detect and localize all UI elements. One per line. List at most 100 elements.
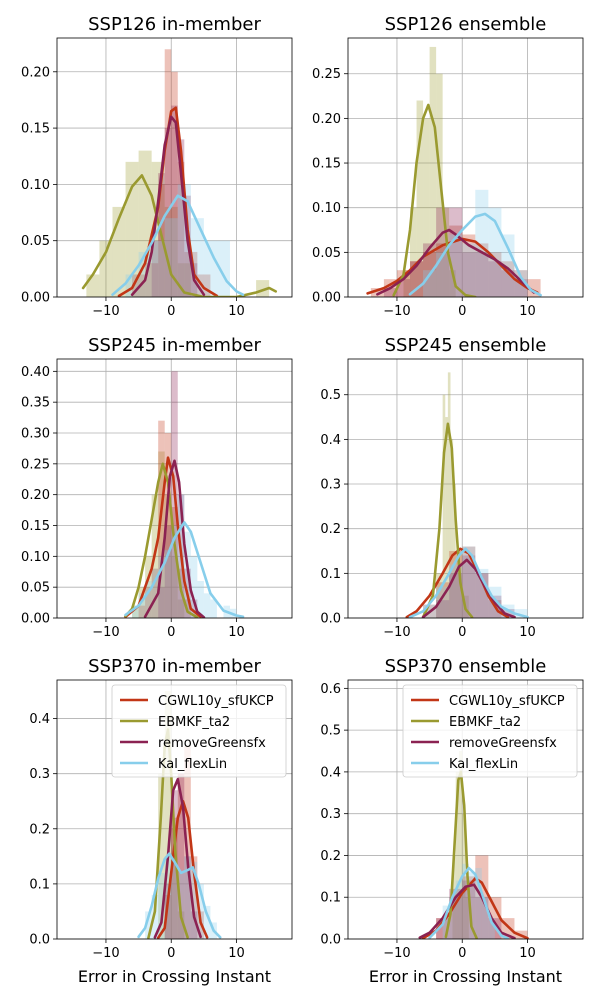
- histogram-ebmkf-ta2: [158, 691, 185, 939]
- bar: [190, 556, 198, 618]
- kde-line-kal-flexlin: [428, 866, 510, 939]
- legend-label: CGWL10y_sfUKCP: [449, 694, 565, 709]
- x-tick-label: 10: [228, 625, 245, 640]
- bar: [436, 586, 450, 618]
- kde-line-cgwl10y-sfukcp: [117, 106, 219, 297]
- x-tick-label: −10: [383, 946, 410, 961]
- x-tick-label: 0: [458, 946, 466, 961]
- bar: [410, 207, 417, 297]
- bar: [145, 581, 152, 618]
- bar: [462, 863, 469, 939]
- histogram-ebmkf-ta2: [452, 751, 469, 939]
- legend: CGWL10y_sfUKCP EBMKF_ta2 removeGreensfx Kal…: [111, 684, 287, 778]
- y-tick-label: 0.2: [29, 822, 50, 837]
- bar: [462, 243, 476, 297]
- y-tick-label: 0.3: [29, 767, 50, 782]
- legend-label: Kal_flexLin: [449, 757, 518, 772]
- bar: [177, 773, 185, 939]
- bar: [475, 897, 489, 939]
- bar: [184, 251, 198, 297]
- bar: [501, 234, 515, 297]
- kde-line-kal-flexlin: [124, 521, 245, 618]
- histogram-removegreensfx: [164, 773, 198, 939]
- x-tick-label: 10: [519, 304, 536, 319]
- bar: [151, 568, 159, 618]
- panel-title: SSP126 in-member: [88, 14, 261, 35]
- plot-area: [418, 751, 529, 939]
- y-tick-label: 0.15: [21, 122, 50, 137]
- bar: [177, 161, 185, 297]
- legend-label: Kal_flexLin: [158, 757, 227, 772]
- y-tick-label: 0.0: [320, 933, 341, 948]
- bar: [256, 280, 270, 297]
- kde-line-ebmkf-ta2: [392, 103, 477, 297]
- bar: [171, 817, 178, 939]
- bar: [445, 417, 448, 618]
- kde-line-kal-flexlin: [137, 852, 222, 939]
- bar: [99, 240, 113, 297]
- bar: [455, 880, 463, 939]
- bar: [164, 433, 172, 618]
- bar: [190, 861, 198, 939]
- bar: [86, 274, 100, 297]
- bar: [145, 556, 152, 618]
- x-tick-label: −10: [383, 625, 410, 640]
- bar: [145, 587, 152, 618]
- bar: [450, 439, 454, 618]
- y-tick-label: 0.2: [320, 849, 341, 864]
- kde-line-kal-flexlin: [408, 212, 542, 297]
- bar: [164, 691, 172, 939]
- y-tick-label: 0.25: [21, 457, 50, 472]
- bar: [158, 184, 165, 297]
- legend-label: CGWL10y_sfUKCP: [158, 694, 274, 709]
- bar: [171, 71, 178, 297]
- histogram-kal-flexlin: [125, 184, 230, 297]
- x-tick-label: −10: [92, 946, 119, 961]
- bar: [465, 897, 469, 939]
- y-tick-label: 0.2: [320, 522, 341, 537]
- kde-line-removegreensfx: [143, 459, 206, 618]
- kde-line-removegreensfx: [376, 228, 536, 296]
- bar: [171, 525, 178, 618]
- axes-frame: [347, 37, 584, 298]
- kde-line-cgwl10y-sfukcp: [124, 456, 202, 618]
- y-tick-label: 0.10: [21, 550, 50, 565]
- x-tick-label: 0: [167, 946, 175, 961]
- x-tick-label: 10: [519, 625, 536, 640]
- bar: [488, 261, 502, 297]
- y-tick-label: 0.1: [29, 877, 50, 892]
- y-tick-label: 0.00: [312, 291, 341, 306]
- axes-frame: [56, 37, 293, 298]
- y-tick-label: 0.20: [312, 112, 341, 127]
- kde-line-removegreensfx: [130, 115, 206, 296]
- bar: [436, 573, 443, 618]
- panel-title: SSP370 in-member: [88, 656, 261, 677]
- bar: [164, 525, 172, 618]
- bar: [171, 828, 178, 939]
- bar: [462, 252, 476, 297]
- panel-title: SSP245 ensemble: [385, 335, 547, 356]
- bar: [203, 593, 211, 618]
- kde-line-removegreensfx: [418, 883, 516, 939]
- bar: [177, 139, 185, 297]
- bar: [453, 484, 456, 618]
- kde-line-ebmkf-ta2: [81, 174, 277, 297]
- y-tick-label: 0.10: [312, 201, 341, 216]
- kde-line-kal-flexlin: [408, 547, 529, 618]
- y-tick-label: 0.40: [21, 365, 50, 380]
- y-tick-label: 0.00: [21, 612, 50, 627]
- bar: [449, 897, 456, 939]
- legend-label: EBMKF_ta2: [158, 715, 230, 730]
- plot-area: [124, 371, 245, 618]
- kde-line-cgwl10y-sfukcp: [405, 547, 510, 618]
- y-tick-label: 0.30: [21, 427, 50, 442]
- bar: [171, 556, 178, 618]
- x-axis-label: Error in Crossing Instant: [369, 967, 562, 986]
- bar: [481, 897, 489, 939]
- bar: [475, 243, 489, 297]
- bar: [190, 599, 198, 618]
- panel-ssp245-in-member: −10 0 10 0.00 0.05 0.10 0.15 0.20 0.25 0.30 0.35 0.…: [21, 335, 293, 640]
- bar: [370, 288, 384, 297]
- bar: [158, 587, 165, 618]
- x-tick-label: −10: [383, 304, 410, 319]
